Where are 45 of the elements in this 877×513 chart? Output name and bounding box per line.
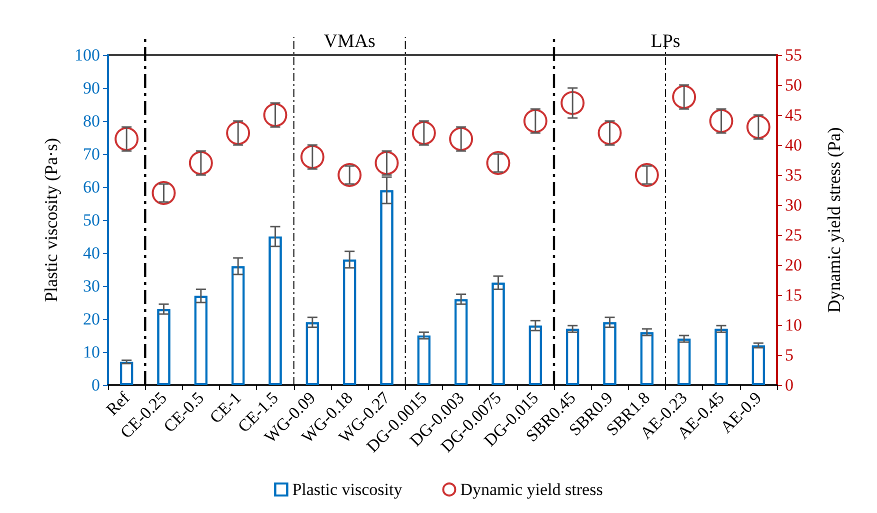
y2-tick-label: 0	[785, 376, 794, 394]
y2-tick-label: 55	[785, 46, 802, 64]
point	[634, 163, 659, 187]
point	[598, 121, 622, 145]
point	[709, 109, 734, 133]
point	[746, 115, 770, 139]
point	[449, 127, 474, 151]
y-tick-label: 60	[83, 178, 100, 196]
text: VMAs	[324, 31, 376, 52]
y2-tick-label: 50	[785, 76, 802, 94]
point	[226, 121, 250, 145]
point	[672, 85, 696, 109]
legend-label: Dynamic yield stress	[460, 480, 603, 499]
y-tick-label: 90	[83, 78, 100, 98]
y2-tick-label: 30	[785, 196, 802, 214]
y2-tick-label: 20	[785, 256, 802, 274]
point	[188, 151, 213, 175]
point	[412, 121, 436, 145]
point	[523, 109, 548, 133]
legend-label: Plastic viscosity	[292, 480, 403, 499]
point	[152, 181, 176, 205]
y-tick-label: 0	[92, 376, 100, 394]
y2-tick-label: 45	[785, 106, 802, 124]
y2-tick-label: 25	[785, 226, 802, 244]
point	[114, 127, 139, 151]
y2-tick-label: 40	[785, 136, 802, 154]
y-axis-title: Plastic viscosity (Pa·s)	[41, 138, 61, 302]
y2-tick-label: 35	[785, 166, 802, 184]
y2-tick-label: 5	[785, 346, 794, 364]
y-tick-label: 30	[83, 276, 100, 296]
point	[338, 163, 362, 187]
y-tick-label: 20	[83, 310, 100, 328]
point	[263, 103, 288, 127]
y-tick-label: 100	[74, 46, 100, 64]
y-tick-label: 50	[83, 210, 100, 230]
y-tick-label: 80	[83, 112, 100, 130]
y-tick-label: 70	[83, 144, 100, 164]
y2-tick-label: 15	[785, 286, 802, 304]
point	[560, 91, 585, 115]
y2-tick-label: 10	[785, 316, 802, 334]
point	[300, 145, 324, 169]
y-tick-label: 10	[83, 342, 100, 362]
y-tick-label: 40	[83, 244, 100, 262]
y2-axis-title: Dynamic yield stress (Pa)	[824, 127, 844, 313]
point	[486, 151, 510, 175]
